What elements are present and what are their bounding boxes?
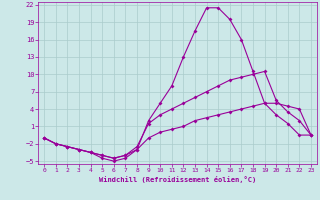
X-axis label: Windchill (Refroidissement éolien,°C): Windchill (Refroidissement éolien,°C) <box>99 176 256 183</box>
